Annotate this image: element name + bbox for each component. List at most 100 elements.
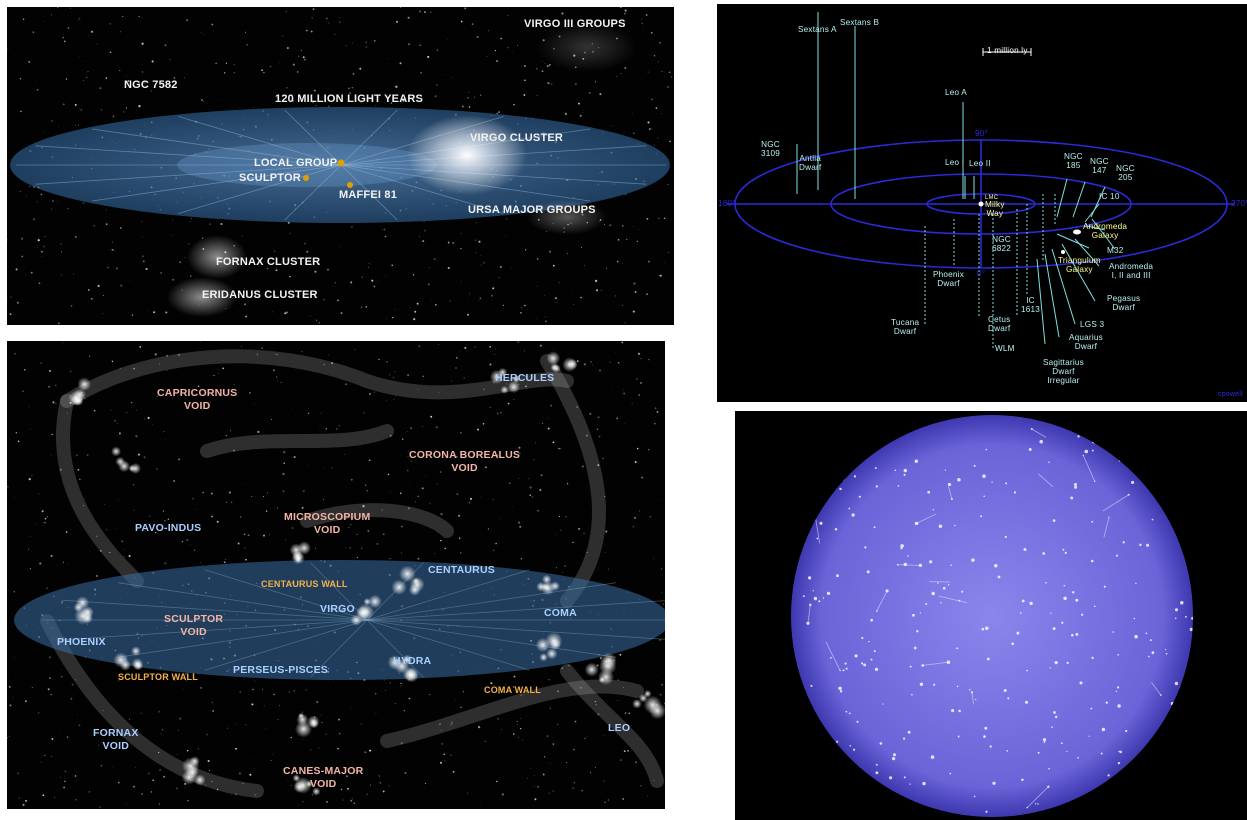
star [597, 713, 600, 716]
star [495, 60, 499, 63]
star [262, 688, 263, 690]
star [441, 743, 443, 745]
cosmic-web-panel [735, 411, 1247, 820]
star [56, 200, 58, 202]
star [657, 61, 659, 63]
star [123, 111, 125, 113]
star [384, 235, 387, 238]
star [74, 235, 77, 238]
web-node [1164, 648, 1167, 651]
web-node [1174, 608, 1179, 612]
star [327, 268, 329, 271]
web-node [1145, 632, 1148, 635]
star [121, 540, 124, 543]
cluster-clump [296, 713, 309, 726]
web-node [836, 574, 839, 578]
star [606, 267, 607, 269]
web-node [826, 591, 831, 596]
star [439, 723, 441, 726]
web-node [854, 654, 858, 658]
web-node [1075, 598, 1079, 602]
star [65, 78, 68, 80]
star [440, 359, 441, 360]
web-node [950, 564, 952, 566]
star [385, 275, 386, 277]
star [416, 302, 419, 305]
star [594, 700, 597, 703]
leo-a-label: Leo A [945, 88, 967, 97]
cluster-clump [363, 597, 372, 606]
spoke [366, 600, 665, 621]
web-node [1039, 439, 1043, 444]
star [572, 541, 574, 544]
star [237, 542, 240, 545]
web-node [834, 528, 838, 531]
star [78, 20, 80, 22]
star [367, 266, 369, 268]
star [266, 290, 269, 292]
star [60, 251, 62, 253]
eridanus-cluster-glow [167, 277, 237, 317]
star [541, 70, 544, 73]
star [280, 381, 282, 383]
star [439, 455, 441, 457]
star [96, 535, 98, 537]
star [438, 343, 439, 345]
star [48, 386, 50, 388]
star [97, 284, 100, 287]
star [339, 246, 340, 248]
star [623, 389, 625, 391]
star [588, 92, 591, 94]
star [102, 294, 104, 297]
star [310, 749, 312, 751]
star [528, 478, 530, 480]
web-node [1090, 559, 1094, 563]
star [172, 219, 173, 221]
web-node [1006, 750, 1009, 752]
star [67, 412, 68, 414]
star [67, 27, 70, 29]
star [648, 358, 650, 361]
cluster-clump [189, 756, 200, 766]
sextans-b-label: Sextans B [840, 18, 880, 27]
star [581, 111, 583, 113]
star [595, 767, 597, 769]
andromeda-dot [1073, 229, 1081, 235]
ursa-major-glow [527, 199, 607, 235]
star [24, 799, 28, 802]
star [20, 110, 22, 113]
star [178, 354, 180, 356]
star [127, 80, 130, 83]
star [447, 241, 450, 244]
star [580, 247, 582, 249]
star [133, 484, 135, 486]
web-node [897, 485, 900, 487]
web-node [853, 748, 856, 751]
web-node [888, 776, 893, 780]
star [646, 293, 648, 296]
star [368, 459, 371, 462]
star [132, 785, 135, 788]
star [513, 398, 515, 400]
star [32, 31, 35, 34]
star [183, 688, 185, 689]
star [93, 221, 94, 222]
star [641, 476, 643, 479]
star [650, 127, 652, 130]
star [285, 311, 288, 314]
star [557, 690, 559, 693]
star [133, 509, 135, 511]
star [105, 77, 108, 79]
star [576, 406, 578, 408]
cluster-clump [81, 606, 94, 619]
web-node [1066, 661, 1069, 665]
web-node [1100, 752, 1103, 755]
star [381, 229, 382, 230]
star [619, 653, 622, 656]
star [12, 696, 14, 698]
star [122, 15, 124, 17]
star [422, 240, 425, 243]
web-node [875, 771, 879, 775]
web-node [873, 650, 876, 653]
star [230, 501, 233, 503]
